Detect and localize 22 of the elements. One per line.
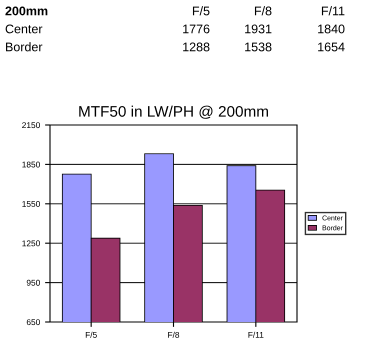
y-tick-label: 1850 [22, 162, 40, 168]
x-tick-label: F/5 [86, 332, 97, 338]
text: Center [6, 24, 42, 34]
y-tick-label: 1250 [22, 240, 40, 246]
y-tick-label: 950 [26, 280, 40, 286]
y-tick-label: 650 [26, 319, 40, 326]
x-tick-label: F/8 [168, 332, 180, 338]
y-tick-label: 2150 [22, 122, 40, 128]
text: Border [6, 42, 42, 52]
text: 1288 [183, 42, 210, 52]
chart-title: MTF50 in LW/PH @ 200mm [79, 106, 268, 119]
text: F/8 [254, 6, 272, 16]
text: 1776 [183, 24, 210, 34]
text: 1840 [318, 24, 345, 34]
text: 1931 [245, 24, 272, 34]
text: 1538 [245, 42, 272, 52]
text: F/11 [322, 6, 344, 16]
text: F/5 [192, 6, 210, 16]
y-tick-label: 1550 [22, 201, 40, 207]
text: 200mm [5, 6, 48, 16]
x-tick-label: F/11 [248, 332, 264, 338]
text: 1654 [318, 42, 345, 52]
